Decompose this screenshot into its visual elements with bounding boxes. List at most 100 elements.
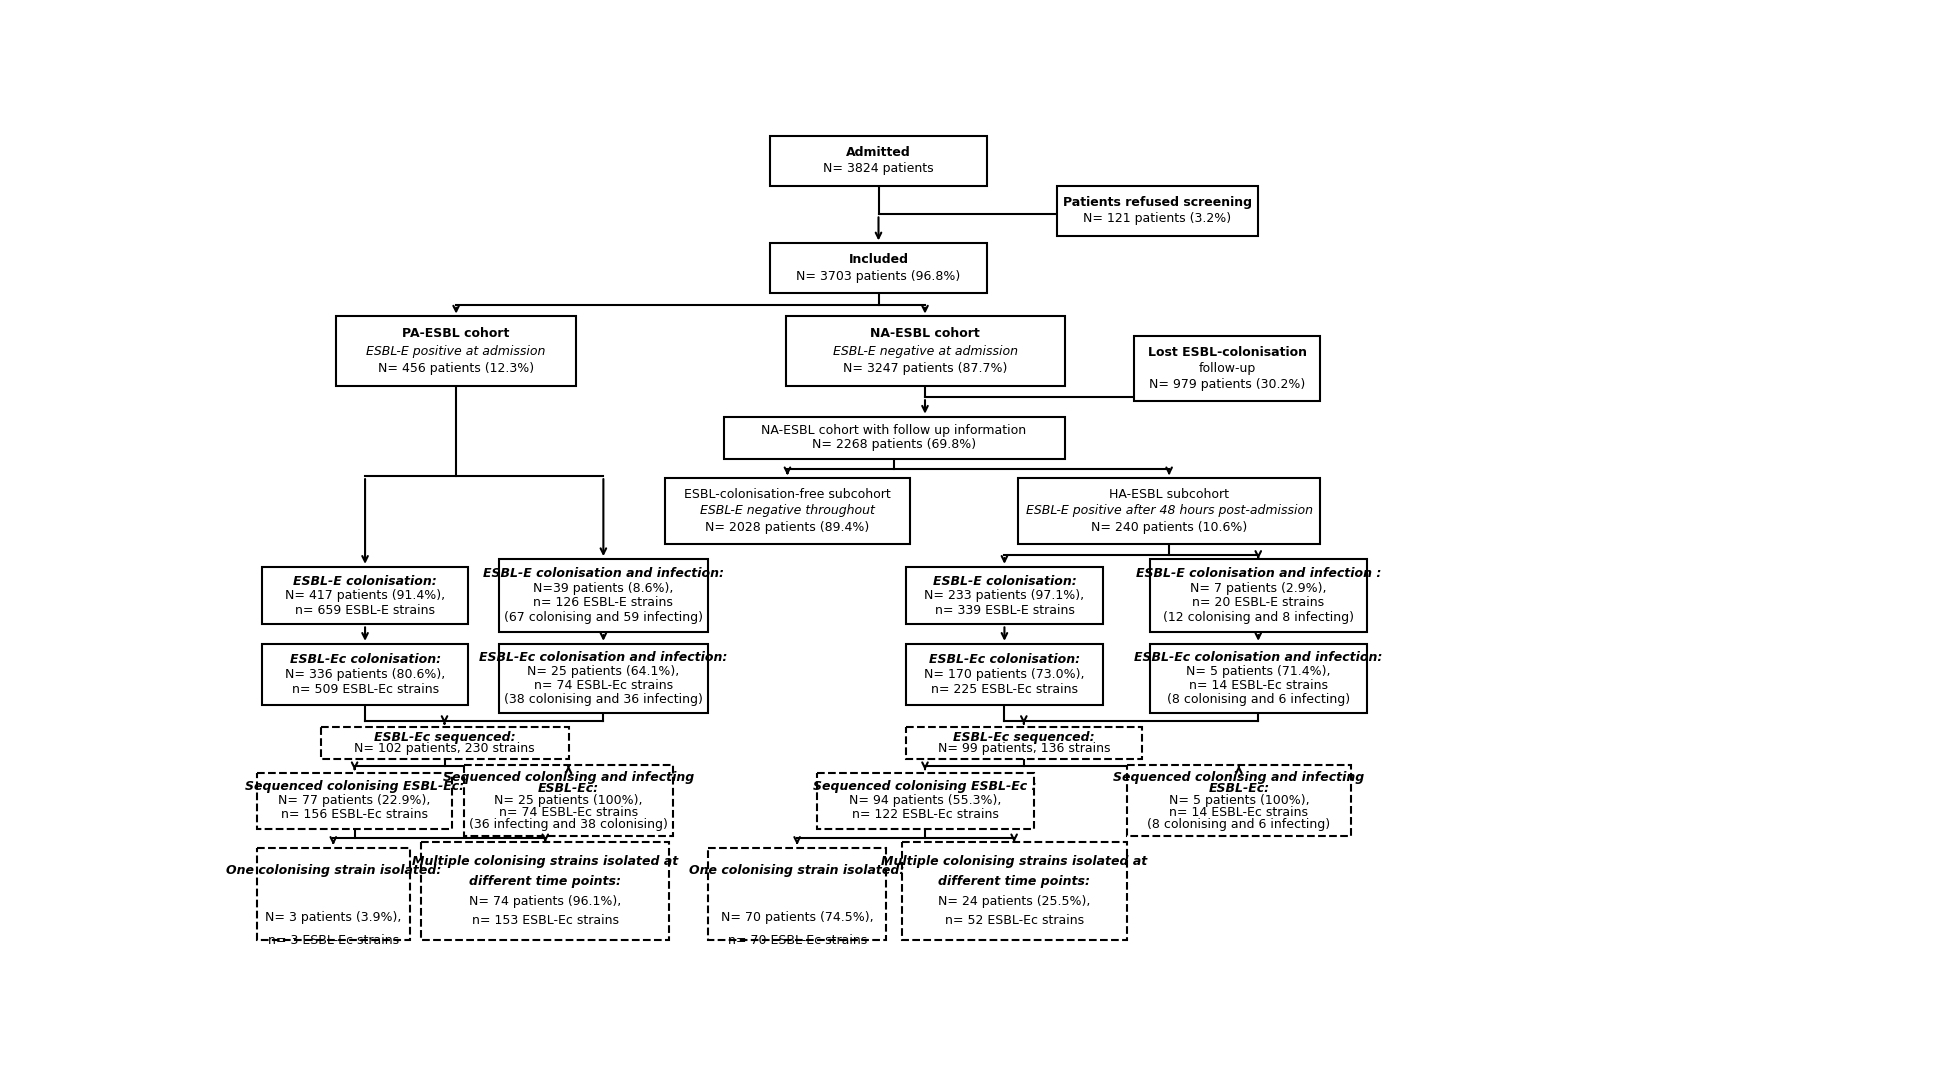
Bar	[336, 316, 575, 386]
Text: (12 colonising and 8 infecting): (12 colonising and 8 infecting)	[1163, 611, 1353, 624]
Bar	[723, 416, 1065, 459]
Text: N=39 patients (8.6%),: N=39 patients (8.6%),	[533, 581, 673, 594]
Text: Sequenced colonising ESBL-Ec :: Sequenced colonising ESBL-Ec :	[813, 781, 1036, 793]
Text: N= 336 patients (80.6%),: N= 336 patients (80.6%),	[286, 668, 445, 681]
Bar	[665, 478, 910, 543]
Text: n= 509 ESBL-Ec strains: n= 509 ESBL-Ec strains	[292, 684, 439, 697]
Text: Sequenced colonising and infecting: Sequenced colonising and infecting	[443, 771, 694, 784]
Text: n= 20 ESBL-E strains: n= 20 ESBL-E strains	[1192, 596, 1324, 609]
Text: ESBL-E positive after 48 hours post-admission: ESBL-E positive after 48 hours post-admi…	[1026, 505, 1312, 518]
Text: NA-ESBL cohort: NA-ESBL cohort	[871, 327, 980, 341]
Text: (38 colonising and 36 infecting): (38 colonising and 36 infecting)	[503, 692, 704, 706]
Text: n= 3 ESBL-Ec strains: n= 3 ESBL-Ec strains	[268, 934, 399, 947]
Text: HA-ESBL subcohort: HA-ESBL subcohort	[1110, 488, 1229, 501]
Text: different time points:: different time points:	[939, 875, 1091, 888]
Text: N= 74 patients (96.1%),: N= 74 patients (96.1%),	[469, 895, 622, 907]
Text: ESBL-Ec colonisation and infection:: ESBL-Ec colonisation and infection:	[478, 651, 727, 665]
Text: N= 102 patients, 230 strains: N= 102 patients, 230 strains	[354, 742, 535, 755]
Text: ESBL-Ec colonisation:: ESBL-Ec colonisation:	[290, 653, 441, 666]
Text: N= 3824 patients: N= 3824 patients	[822, 162, 933, 176]
Text: ESBL-E negative at admission: ESBL-E negative at admission	[832, 345, 1017, 358]
Bar	[770, 243, 988, 293]
Text: (36 infecting and 38 colonising): (36 infecting and 38 colonising)	[469, 818, 669, 831]
Text: N= 25 patients (64.1%),: N= 25 patients (64.1%),	[527, 665, 680, 678]
Text: n= 126 ESBL-E strains: n= 126 ESBL-E strains	[533, 596, 673, 609]
Bar	[465, 766, 673, 836]
Text: One colonising strain isolated:: One colonising strain isolated:	[226, 865, 441, 878]
Bar	[422, 842, 669, 940]
Text: N= 2268 patients (69.8%): N= 2268 patients (69.8%)	[813, 439, 976, 452]
Text: n= 659 ESBL-E strains: n= 659 ESBL-E strains	[295, 604, 435, 617]
Text: n= 153 ESBL-Ec strains: n= 153 ESBL-Ec strains	[472, 914, 618, 928]
Bar	[785, 316, 1065, 386]
Text: n= 14 ESBL-Ec strains: n= 14 ESBL-Ec strains	[1170, 806, 1308, 819]
Text: N= 121 patients (3.2%): N= 121 patients (3.2%)	[1083, 212, 1232, 226]
Text: (8 colonising and 6 infecting): (8 colonising and 6 infecting)	[1166, 692, 1349, 706]
Text: n= 156 ESBL-Ec strains: n= 156 ESBL-Ec strains	[282, 808, 428, 821]
Bar	[906, 643, 1104, 705]
Bar	[1126, 766, 1351, 836]
Text: N= 170 patients (73.0%),: N= 170 patients (73.0%),	[923, 668, 1085, 681]
Bar	[902, 842, 1126, 940]
Bar	[906, 567, 1104, 624]
Text: PA-ESBL cohort: PA-ESBL cohort	[402, 327, 509, 341]
Text: Included: Included	[848, 253, 908, 266]
Text: N= 77 patients (22.9%),: N= 77 patients (22.9%),	[278, 794, 432, 807]
Text: N= 3247 patients (87.7%): N= 3247 patients (87.7%)	[844, 362, 1007, 375]
Bar	[1149, 559, 1367, 633]
Text: ESBL-E colonisation and infection:: ESBL-E colonisation and infection:	[482, 568, 723, 580]
Text: ESBL-E positive at admission: ESBL-E positive at admission	[365, 345, 546, 358]
Text: ESBL-E colonisation and infection :: ESBL-E colonisation and infection :	[1135, 568, 1380, 580]
Text: follow-up: follow-up	[1199, 362, 1256, 375]
Bar	[906, 726, 1141, 759]
Text: Sequenced colonising and infecting: Sequenced colonising and infecting	[1114, 771, 1365, 784]
Text: N= 70 patients (74.5%),: N= 70 patients (74.5%),	[721, 911, 873, 923]
Text: N= 25 patients (100%),: N= 25 patients (100%),	[494, 794, 643, 807]
Text: n= 74 ESBL-Ec strains: n= 74 ESBL-Ec strains	[500, 806, 638, 819]
Bar	[500, 643, 708, 712]
Text: N= 3 patients (3.9%),: N= 3 patients (3.9%),	[264, 911, 402, 923]
Text: N= 2028 patients (89.4%): N= 2028 patients (89.4%)	[706, 521, 869, 534]
Bar	[770, 135, 988, 185]
Bar	[816, 773, 1034, 829]
Text: ESBL-Ec:: ESBL-Ec:	[538, 783, 599, 796]
Text: Sequenced colonising ESBL-Ec:: Sequenced colonising ESBL-Ec:	[245, 781, 465, 793]
Text: N= 24 patients (25.5%),: N= 24 patients (25.5%),	[937, 895, 1091, 907]
Bar	[1058, 185, 1258, 235]
Text: N= 3703 patients (96.8%): N= 3703 patients (96.8%)	[797, 271, 960, 283]
Text: N= 240 patients (10.6%): N= 240 patients (10.6%)	[1091, 521, 1248, 534]
Bar	[262, 567, 469, 624]
Bar	[257, 848, 410, 940]
Text: ESBL-E negative throughout: ESBL-E negative throughout	[700, 505, 875, 518]
Bar	[1019, 478, 1320, 543]
Text: N= 5 patients (100%),: N= 5 patients (100%),	[1168, 794, 1308, 807]
Text: n= 70 ESBL-Ec strains: n= 70 ESBL-Ec strains	[727, 934, 867, 947]
Text: (8 colonising and 6 infecting): (8 colonising and 6 infecting)	[1147, 818, 1330, 831]
Text: ESBL-colonisation-free subcohort: ESBL-colonisation-free subcohort	[684, 488, 890, 501]
Bar	[262, 643, 469, 705]
Text: N= 417 patients (91.4%),: N= 417 patients (91.4%),	[286, 589, 445, 602]
Bar	[257, 773, 453, 829]
Text: N= 5 patients (71.4%),: N= 5 patients (71.4%),	[1186, 665, 1330, 678]
Text: Lost ESBL-colonisation: Lost ESBL-colonisation	[1147, 345, 1306, 359]
Text: Multiple colonising strains isolated at: Multiple colonising strains isolated at	[412, 855, 678, 868]
Text: Multiple colonising strains isolated at: Multiple colonising strains isolated at	[881, 855, 1147, 868]
Text: ESBL-Ec:: ESBL-Ec:	[1209, 783, 1269, 796]
Text: different time points:: different time points:	[469, 875, 622, 888]
Text: Admitted: Admitted	[846, 146, 912, 159]
Text: n= 14 ESBL-Ec strains: n= 14 ESBL-Ec strains	[1188, 678, 1328, 692]
Bar	[321, 726, 568, 759]
Bar	[500, 559, 708, 633]
Text: ESBL-Ec sequenced:: ESBL-Ec sequenced:	[953, 732, 1094, 744]
Text: ESBL-Ec sequenced:: ESBL-Ec sequenced:	[373, 732, 515, 744]
Text: n= 225 ESBL-Ec strains: n= 225 ESBL-Ec strains	[931, 684, 1077, 697]
Text: N= 979 patients (30.2%): N= 979 patients (30.2%)	[1149, 378, 1304, 391]
Text: One colonising strain isolated:: One colonising strain isolated:	[690, 865, 904, 878]
Bar	[708, 848, 886, 940]
Text: ESBL-E colonisation:: ESBL-E colonisation:	[933, 575, 1077, 588]
Text: Patients refused screening: Patients refused screening	[1063, 196, 1252, 209]
Text: NA-ESBL cohort with follow up information: NA-ESBL cohort with follow up informatio…	[762, 424, 1026, 437]
Text: n= 74 ESBL-Ec strains: n= 74 ESBL-Ec strains	[535, 678, 673, 692]
Text: N= 7 patients (2.9%),: N= 7 patients (2.9%),	[1190, 581, 1326, 594]
Text: N= 456 patients (12.3%): N= 456 patients (12.3%)	[377, 362, 535, 375]
